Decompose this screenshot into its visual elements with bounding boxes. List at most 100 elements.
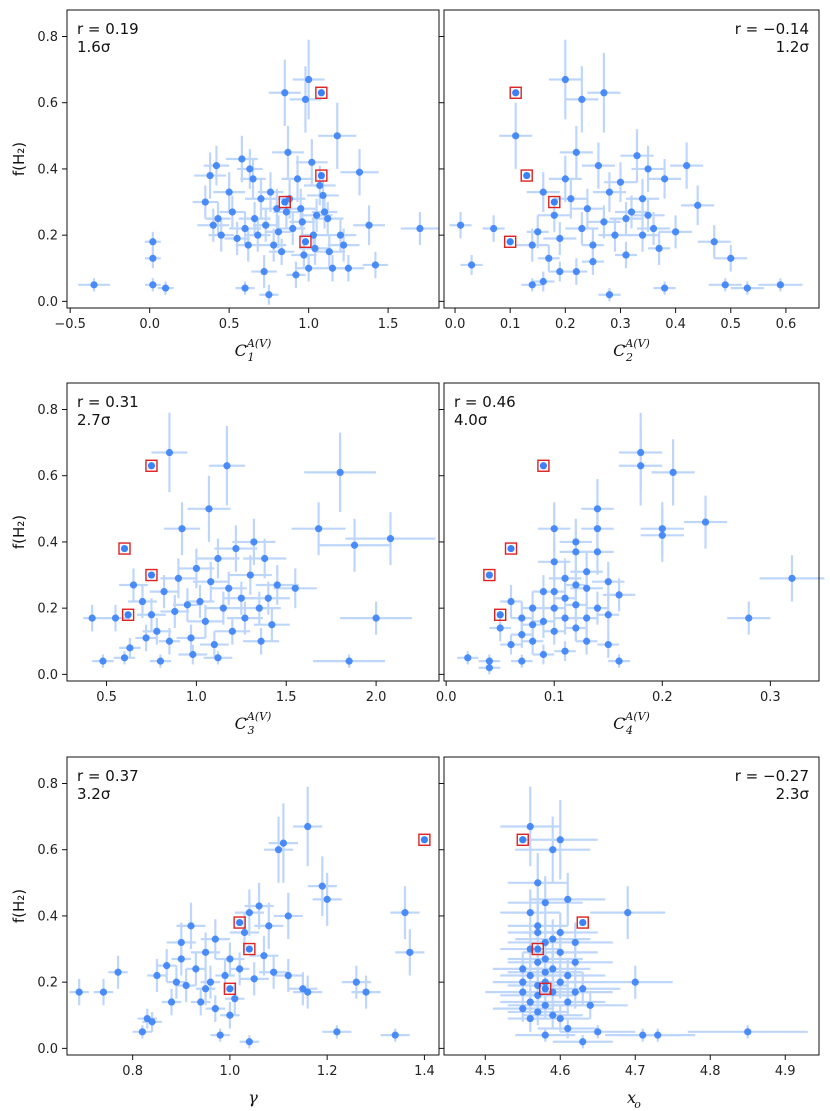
x-tick-label: 0.3 xyxy=(760,690,781,705)
axes-frame xyxy=(66,9,440,309)
data-point xyxy=(149,238,157,246)
data-point xyxy=(534,958,542,966)
y-tick-label: 0.6 xyxy=(37,469,58,484)
data-point xyxy=(149,281,157,289)
data-point xyxy=(226,955,234,963)
data-point xyxy=(534,922,542,930)
y-tick-label: 0.4 xyxy=(37,162,58,177)
data-point xyxy=(174,574,183,582)
data-point xyxy=(177,938,185,947)
data-point xyxy=(291,584,299,592)
panel-c2-vs-fh2: 0.0 0.1 0.2 0.3 0.4 0.5 0.6 CA(V) 2 r = −0.141.2σ xyxy=(439,9,820,364)
data-point xyxy=(638,195,647,203)
data-point xyxy=(658,525,666,533)
y-ticks: 0.0 0.2 0.4 0.6 0.8 xyxy=(37,30,67,310)
highlighted-point xyxy=(120,544,129,553)
data-point xyxy=(265,922,273,930)
x-axis-label-main: C xyxy=(235,341,247,360)
data-point xyxy=(318,882,326,890)
data-point xyxy=(216,1031,224,1039)
data-point xyxy=(526,1014,534,1023)
data-point xyxy=(201,948,210,956)
data-point xyxy=(637,462,645,470)
data-point xyxy=(605,291,614,299)
data-point xyxy=(727,254,735,262)
data-point xyxy=(197,998,205,1006)
highlight-square-marker xyxy=(576,916,589,929)
data-point xyxy=(160,588,168,596)
data-point xyxy=(278,248,286,256)
data-point xyxy=(572,581,580,589)
errorbars xyxy=(69,786,425,1049)
data-point xyxy=(507,640,515,649)
data-point xyxy=(273,581,281,589)
data-point xyxy=(593,525,602,533)
highlight-square-marker xyxy=(121,608,135,621)
highlighted-point xyxy=(147,462,156,470)
data-point xyxy=(308,158,316,166)
data-point xyxy=(282,208,290,216)
data-point xyxy=(228,627,236,635)
data-point xyxy=(333,1028,341,1036)
data-point xyxy=(561,574,569,582)
data-point xyxy=(485,664,493,672)
data-point xyxy=(138,1028,146,1036)
x-axis-label-subscript: o xyxy=(634,1098,641,1111)
highlighted-points xyxy=(503,86,561,248)
data-point xyxy=(328,264,337,272)
data-point xyxy=(264,594,272,602)
data-point xyxy=(456,221,465,229)
data-point xyxy=(298,218,306,226)
data-point xyxy=(464,654,472,662)
data-point xyxy=(153,971,161,980)
data-point xyxy=(549,935,557,943)
data-point xyxy=(250,975,258,983)
data-point xyxy=(260,267,268,276)
data-point xyxy=(616,178,625,186)
data-point xyxy=(232,544,240,553)
data-point xyxy=(284,912,292,920)
data-point xyxy=(297,205,305,213)
data-point xyxy=(604,640,612,649)
data-point xyxy=(519,978,527,986)
y-tick-label: 0.8 xyxy=(37,777,58,792)
y-tick-label: 0.2 xyxy=(37,602,58,617)
panel-c1-vs-fh2: −0.5 0.0 0.5 1.0 1.5 0.0 0.2 0.4 0.6 0.8 CA(V) 1 f(H… xyxy=(10,9,440,364)
data-point xyxy=(583,614,591,622)
highlighted-point xyxy=(506,238,514,246)
data-point xyxy=(611,231,619,239)
highlighted-point xyxy=(512,89,520,97)
data-point xyxy=(545,254,553,262)
data-point xyxy=(660,175,669,183)
data-point xyxy=(593,604,602,612)
data-point xyxy=(519,965,527,973)
data-point xyxy=(316,181,324,190)
data-point xyxy=(183,601,192,609)
data-point xyxy=(526,971,534,980)
significance-sigma-annotation: 2.7σ xyxy=(77,411,111,429)
data-point xyxy=(201,617,209,626)
y-ticks: 0.0 0.2 0.4 0.6 0.8 xyxy=(37,777,67,1057)
x-axis-label-superscript: A(V) xyxy=(246,337,271,350)
data-points xyxy=(464,448,796,672)
panel-xo-vs-fh2: 4.5 4.6 4.7 4.8 4.9 xo r = −0.272.3σ xyxy=(439,756,820,1111)
data-point xyxy=(350,541,359,549)
data-point xyxy=(658,531,666,539)
data-point xyxy=(177,955,185,963)
data-point xyxy=(561,647,569,655)
data-point xyxy=(605,188,614,196)
y-tick-label: 0.4 xyxy=(37,909,58,924)
data-point xyxy=(192,564,200,573)
highlight-square-marker xyxy=(278,195,291,209)
highlighted-point xyxy=(301,238,310,246)
y-axis-label: f(H₂) xyxy=(10,142,28,176)
x-tick-label: 0.2 xyxy=(555,317,576,332)
data-point xyxy=(270,241,278,249)
highlight-square-marker xyxy=(315,169,328,182)
data-point xyxy=(539,588,548,596)
y-axis-label: f(H₂) xyxy=(10,889,28,923)
y-ticks xyxy=(439,35,444,302)
data-point xyxy=(99,657,107,665)
data-point xyxy=(549,965,557,973)
